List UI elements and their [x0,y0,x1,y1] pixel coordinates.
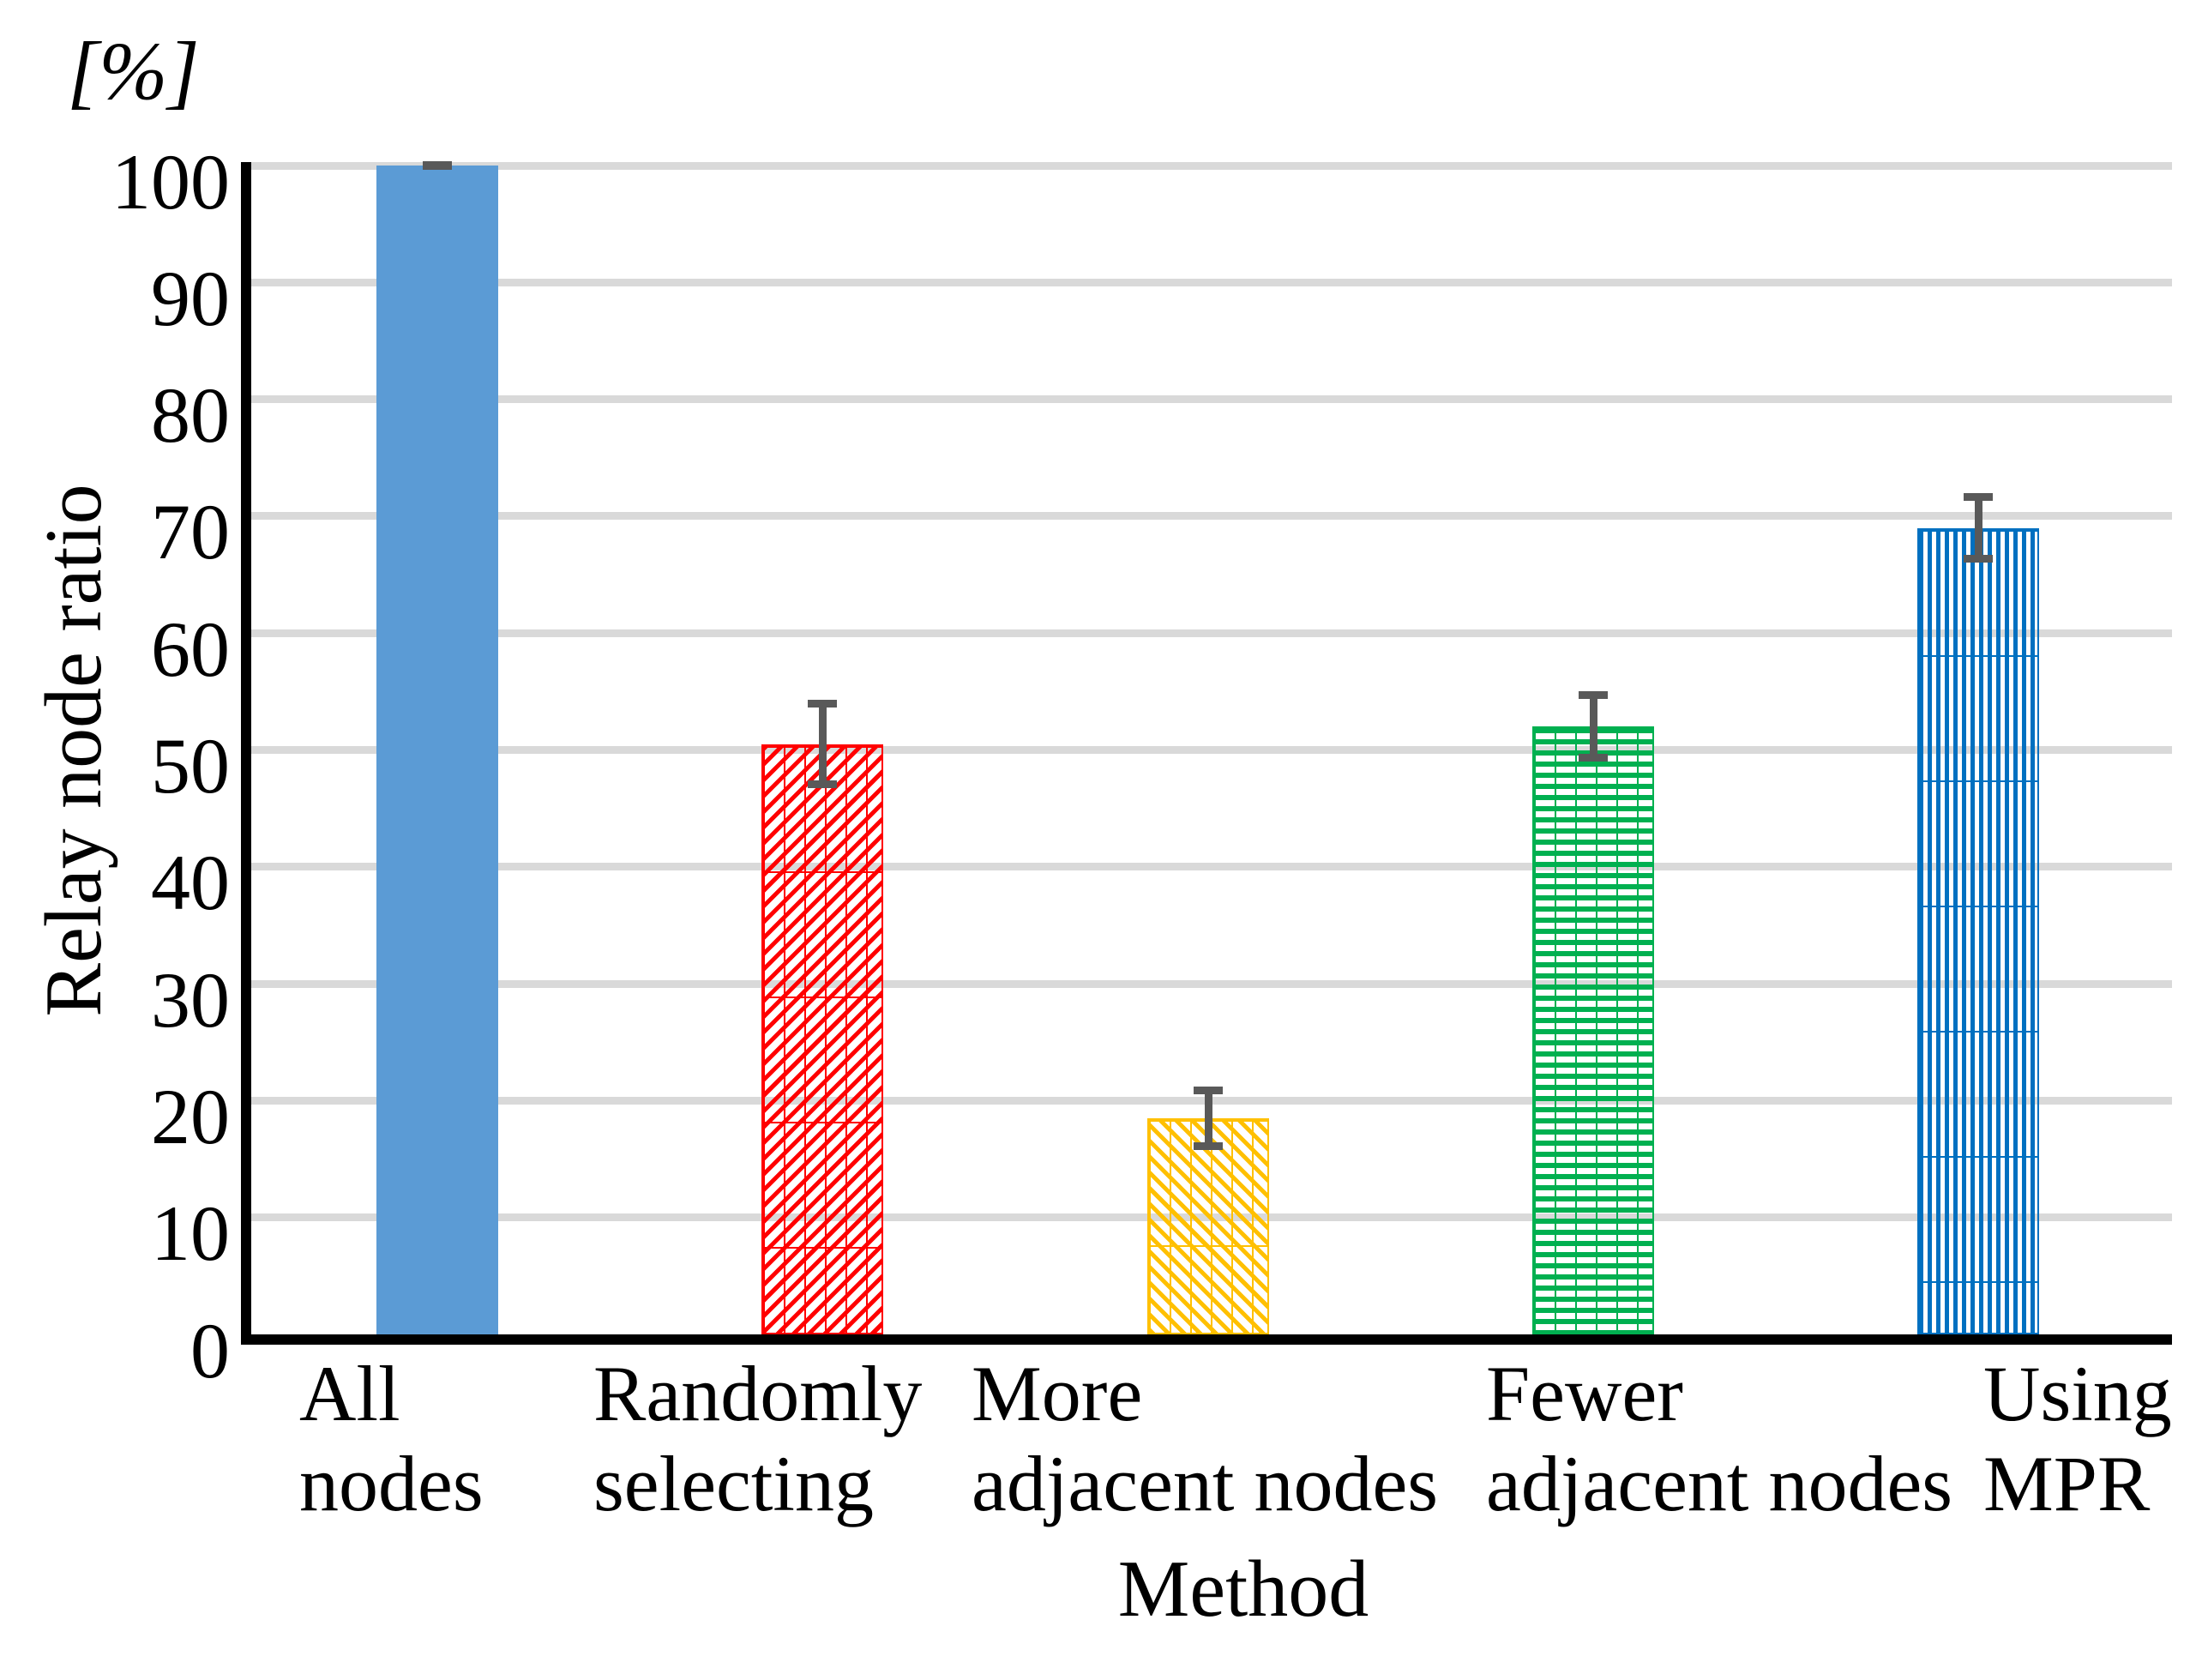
error-bar-part [1964,555,1993,563]
x-axis-title: Method [1117,1545,1369,1634]
gridline [251,629,2172,637]
bar-randomly-selecting [761,744,883,1334]
x-tick-label-line: More [972,1350,1143,1437]
gridline [251,395,2172,404]
x-tick-label-line: All [299,1350,400,1437]
gridline [251,278,2172,286]
y-axis-title: Relay node ratio [29,484,118,1017]
x-tick-label-fewer-adjacent-nodes: Fewer adjacent nodes [1486,1349,1952,1529]
y-tick-label: 60 [151,605,230,693]
bar-fewer-adjacent-nodes [1532,726,1654,1334]
y-tick-label: 40 [151,839,230,927]
error-bar-using-mpr [1964,492,1993,563]
x-tick-label-line: Using [1983,1350,2172,1437]
error-bar-fewer-adjacent-nodes [1579,691,1608,762]
y-tick-label: 0 [190,1306,230,1394]
x-tick-label-randomly-selecting: Randomly selecting [593,1349,922,1529]
y-tick-label: 100 [111,137,230,226]
x-tick-label-using-mpr: Using MPR [1983,1349,2172,1529]
bar-all-nodes [376,166,498,1334]
error-bar-all-nodes [423,161,452,170]
x-tick-label-all-nodes: All nodes [299,1349,484,1529]
bar-using-mpr [1917,527,2039,1334]
error-bar-part [808,699,837,708]
error-bar-part [1194,1141,1223,1150]
x-tick-label-line: selecting [593,1440,874,1527]
x-tick-label-line: MPR [1983,1440,2151,1527]
y-axis-line [241,162,251,1345]
x-tick-label-more-adjacent-nodes: More adjacent nodes [972,1349,1438,1529]
error-bar-part [1204,1087,1212,1150]
x-tick-label-line: Randomly [593,1350,923,1437]
y-tick-label: 90 [151,254,230,342]
x-tick-label-line: adjacent nodes [972,1440,1439,1527]
error-bar-more-adjacent-nodes [1194,1087,1223,1150]
y-tick-label: 50 [151,722,230,810]
error-bar-part [808,780,837,789]
error-bar-part [818,699,827,789]
gridline [251,512,2172,521]
x-tick-label-line: Fewer [1486,1350,1683,1437]
y-tick-label: 20 [151,1072,230,1160]
error-bar-part [1579,754,1608,762]
unit-label: [%] [67,25,200,117]
y-tick-label: 30 [151,955,230,1044]
error-bar-part [1974,492,1982,563]
y-tick-label: 80 [151,371,230,460]
bar-more-adjacent-nodes [1147,1117,1269,1334]
gridline [251,161,2172,170]
error-bar-part [1964,492,1993,501]
gridline [251,746,2172,754]
gridline [251,979,2172,988]
error-bar-part [1194,1087,1223,1095]
error-bar-part [1589,691,1597,762]
gridline [251,863,2172,871]
error-bar-randomly-selecting [808,699,837,789]
error-bar-part [1579,691,1608,700]
y-tick-label: 10 [151,1189,230,1278]
error-bar-part [423,161,452,170]
x-tick-label-line: nodes [299,1440,484,1527]
y-tick-label: 70 [151,488,230,576]
x-axis-line [241,1334,2172,1345]
x-tick-label-line: adjacent nodes [1486,1440,1953,1527]
